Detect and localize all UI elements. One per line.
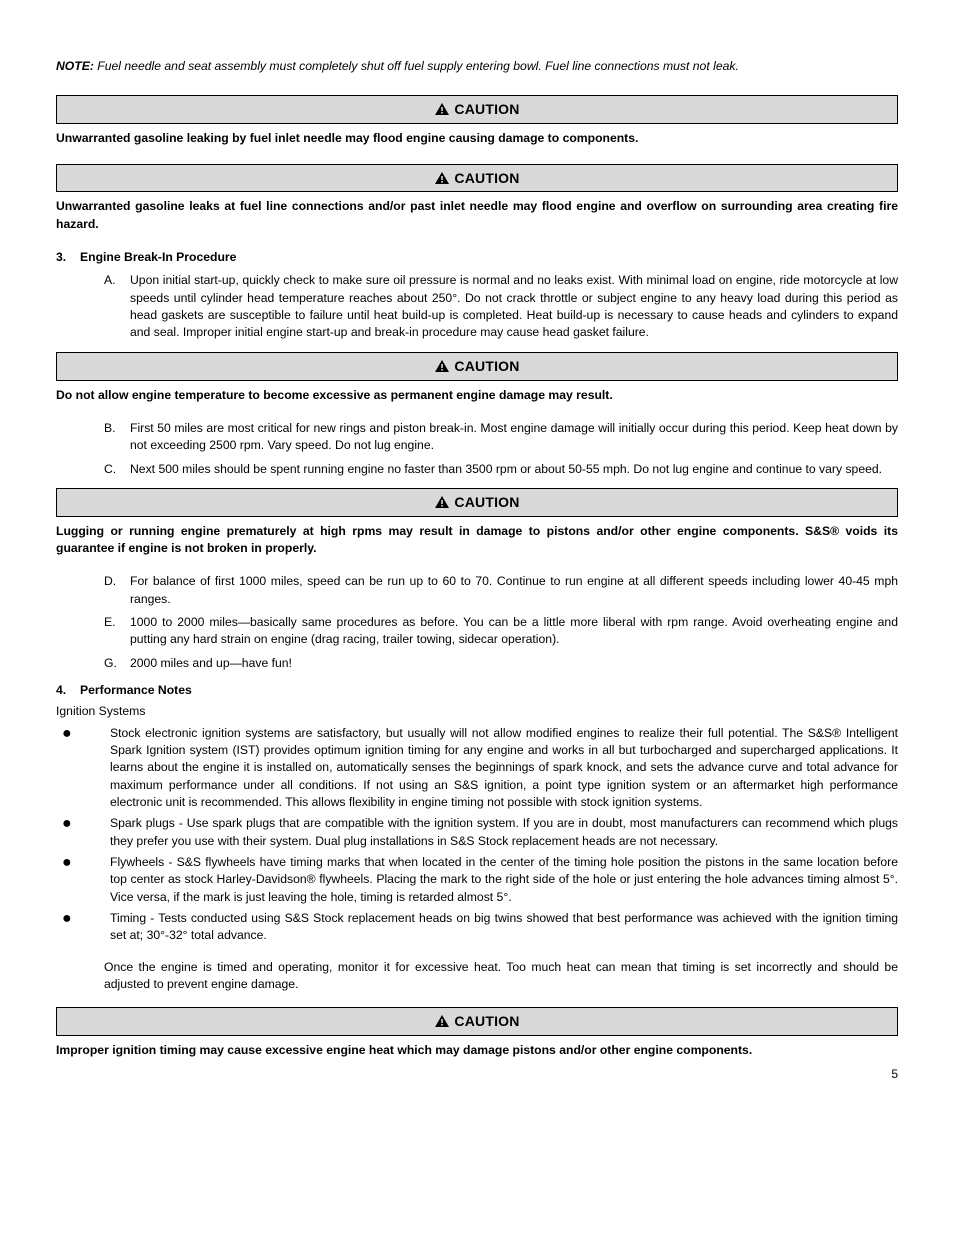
list-item: A. Upon initial start-up, quickly check … — [104, 272, 898, 341]
item-letter: B. — [104, 420, 130, 455]
bullet-icon: ● — [56, 725, 110, 812]
bullet-icon: ● — [56, 910, 110, 945]
caution-text-3: Do not allow engine temperature to becom… — [56, 387, 898, 404]
item-text: Upon initial start-up, quickly check to … — [130, 272, 898, 341]
caution-text-1: Unwarranted gasoline leaking by fuel inl… — [56, 130, 898, 147]
list-item: D. For balance of first 1000 miles, spee… — [104, 573, 898, 608]
caution-text-4: Lugging or running engine prematurely at… — [56, 523, 898, 558]
caution-label: CAUTION — [454, 170, 519, 186]
item-letter: E. — [104, 614, 130, 649]
item-text: Timing - Tests conducted using S&S Stock… — [110, 910, 898, 945]
section-4-title: Performance Notes — [80, 683, 192, 697]
caution-text-2: Unwarranted gasoline leaks at fuel line … — [56, 198, 898, 233]
item-letter: C. — [104, 461, 130, 478]
caution-label: CAUTION — [454, 101, 519, 117]
bullet-icon: ● — [56, 854, 110, 906]
item-text: Next 500 miles should be spent running e… — [130, 461, 898, 478]
warning-icon — [434, 495, 450, 509]
section-3-num: 3. — [56, 249, 80, 266]
caution-label: CAUTION — [454, 358, 519, 374]
list-item: ● Stock electronic ignition systems are … — [56, 725, 898, 812]
caution-label: CAUTION — [454, 494, 519, 510]
item-letter: G. — [104, 655, 130, 672]
caution-text-5: Improper ignition timing may cause exces… — [56, 1042, 898, 1059]
warning-icon — [434, 171, 450, 185]
item-text: Spark plugs - Use spark plugs that are c… — [110, 815, 898, 850]
caution-box-2: CAUTION — [56, 164, 898, 193]
bullet-list: ● Stock electronic ignition systems are … — [56, 725, 898, 945]
list-item: C. Next 500 miles should be spent runnin… — [104, 461, 898, 478]
item-text: Stock electronic ignition systems are sa… — [110, 725, 898, 812]
item-text: 2000 miles and up—have fun! — [130, 655, 898, 672]
caution-box-1: CAUTION — [56, 95, 898, 124]
item-letter: A. — [104, 272, 130, 341]
list-item: B. First 50 miles are most critical for … — [104, 420, 898, 455]
note-label: NOTE: — [56, 59, 94, 73]
warning-icon — [434, 1014, 450, 1028]
section-4-subhead: Ignition Systems — [56, 703, 898, 720]
bullet-icon: ● — [56, 815, 110, 850]
warning-icon — [434, 102, 450, 116]
item-text: 1000 to 2000 miles—basically same proced… — [130, 614, 898, 649]
item-letter: D. — [104, 573, 130, 608]
item-text: First 50 miles are most critical for new… — [130, 420, 898, 455]
closing-paragraph: Once the engine is timed and operating, … — [104, 959, 898, 994]
section-4-heading: 4.Performance Notes — [56, 682, 898, 699]
page-number: 5 — [56, 1066, 898, 1083]
section-3-heading: 3.Engine Break-In Procedure — [56, 249, 898, 266]
note-text: Fuel needle and seat assembly must compl… — [94, 59, 739, 73]
caution-box-3: CAUTION — [56, 352, 898, 381]
section-3-title: Engine Break-In Procedure — [80, 250, 236, 264]
item-text: For balance of first 1000 miles, speed c… — [130, 573, 898, 608]
caution-box-4: CAUTION — [56, 488, 898, 517]
warning-icon — [434, 359, 450, 373]
note-line: NOTE: Fuel needle and seat assembly must… — [56, 58, 898, 75]
section-4-num: 4. — [56, 682, 80, 699]
list-item: ● Flywheels - S&S flywheels have timing … — [56, 854, 898, 906]
list-item: G. 2000 miles and up—have fun! — [104, 655, 898, 672]
list-item: ● Spark plugs - Use spark plugs that are… — [56, 815, 898, 850]
item-text: Flywheels - S&S flywheels have timing ma… — [110, 854, 898, 906]
list-item: E. 1000 to 2000 miles—basically same pro… — [104, 614, 898, 649]
list-item: ● Timing - Tests conducted using S&S Sto… — [56, 910, 898, 945]
caution-box-5: CAUTION — [56, 1007, 898, 1036]
caution-label: CAUTION — [454, 1013, 519, 1029]
